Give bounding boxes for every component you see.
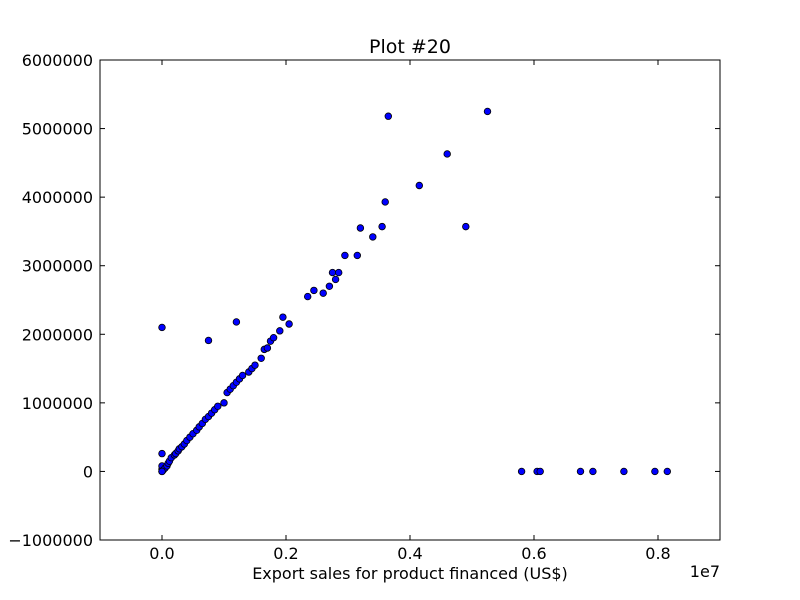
data-point — [328, 268, 337, 277]
data-point — [204, 336, 213, 345]
data-point — [353, 251, 361, 260]
y-tick-label: 5000000 — [22, 120, 93, 139]
data-point — [589, 467, 597, 476]
y-tick-label: 2000000 — [22, 325, 93, 344]
data-point — [443, 150, 451, 158]
data-point — [415, 181, 423, 190]
data-point — [576, 467, 585, 476]
data-point — [158, 467, 166, 476]
data-point — [251, 361, 259, 369]
data-point — [381, 198, 389, 206]
x-tick-label: 0.0 — [149, 544, 174, 563]
data-point — [663, 467, 671, 476]
data-point — [279, 313, 287, 321]
y-tick-label: 1000000 — [22, 394, 93, 413]
data-point — [356, 224, 365, 232]
x-axis-ticks: 0.0 0.2 0.4 0.6 0.8 — [149, 60, 671, 563]
data-point — [517, 467, 526, 476]
data-point — [378, 222, 386, 231]
x-tick-label: 0.4 — [397, 544, 422, 563]
data-point — [285, 320, 293, 328]
data-point — [232, 318, 241, 326]
data-point — [158, 323, 166, 332]
y-tick-label: 4000000 — [22, 188, 93, 207]
x-tick-label: 0.6 — [521, 544, 546, 563]
data-point — [304, 292, 312, 301]
y-tick-label: −1000000 — [8, 531, 93, 550]
data-point — [536, 467, 544, 476]
data-point — [462, 222, 470, 231]
x-axis-offset-label: 1e7 — [690, 562, 720, 581]
y-axis-ticks: −1000000 0 1000000 2000000 3000000 4000000 500… — [8, 51, 720, 550]
data-point — [158, 449, 166, 458]
chart-title: Plot #20 — [369, 36, 451, 58]
data-point — [220, 399, 228, 407]
data-point — [269, 334, 278, 342]
x-tick-label: 0.2 — [273, 544, 298, 563]
data-point — [369, 233, 377, 241]
x-axis-label: Export sales for product financed (US$) — [252, 564, 568, 583]
data-point — [319, 289, 327, 297]
data-point — [620, 467, 628, 476]
data-point — [276, 327, 284, 335]
y-tick-label: 6000000 — [22, 51, 93, 70]
data-point — [341, 251, 349, 260]
data-point — [238, 371, 247, 380]
data-point — [651, 467, 659, 476]
data-point — [483, 107, 492, 116]
data-point — [310, 286, 318, 295]
data-point — [325, 282, 334, 290]
y-tick-label: 3000000 — [22, 257, 93, 276]
data-point — [263, 344, 272, 352]
x-tick-label: 0.8 — [645, 544, 670, 563]
data-points — [158, 107, 671, 476]
data-point — [335, 268, 343, 277]
data-point — [214, 402, 222, 410]
data-point — [384, 112, 392, 120]
data-point — [257, 354, 265, 362]
y-tick-label: 0 — [83, 462, 93, 481]
data-point — [331, 275, 340, 284]
